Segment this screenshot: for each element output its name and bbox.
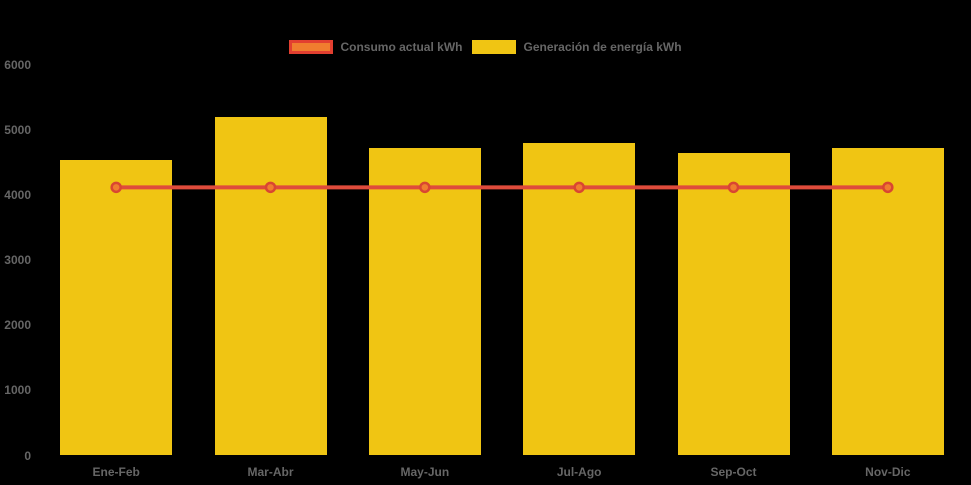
y-axis-tick-label: 5000 bbox=[4, 123, 31, 138]
generation-bar[interactable] bbox=[60, 160, 173, 456]
legend-item-generation[interactable]: Generación de energía kWh bbox=[472, 40, 682, 54]
x-axis-label: Nov-Dic bbox=[865, 465, 911, 479]
legend-label-generation: Generación de energía kWh bbox=[523, 40, 682, 54]
legend-label-consumption: Consumo actual kWh bbox=[340, 40, 463, 54]
line-point-marker[interactable] bbox=[882, 181, 894, 194]
y-axis-tick-label: 4000 bbox=[4, 188, 31, 203]
line-point-marker[interactable] bbox=[727, 181, 740, 194]
line-point-marker[interactable] bbox=[264, 181, 277, 194]
line-point-marker[interactable] bbox=[110, 181, 122, 194]
y-axis-tick-label: 0 bbox=[24, 448, 31, 463]
generation-swatch-icon bbox=[472, 40, 517, 54]
consumption-swatch-icon bbox=[289, 40, 334, 54]
generation-bar[interactable] bbox=[523, 143, 636, 456]
y-axis-tick-label: 6000 bbox=[4, 58, 31, 72]
x-axis-label: Ene-Feb bbox=[92, 465, 140, 479]
chart-legend: Consumo actual kWh Generación de energía… bbox=[0, 40, 971, 54]
line-point-marker[interactable] bbox=[419, 181, 431, 194]
y-axis-tick-label: 2000 bbox=[4, 318, 31, 333]
generation-bar[interactable] bbox=[677, 152, 790, 456]
y-axis-tick-label: 1000 bbox=[4, 383, 31, 398]
generation-bar[interactable] bbox=[214, 117, 327, 456]
y-axis-tick-label: 3000 bbox=[4, 253, 31, 268]
x-axis-label: May-Jun bbox=[400, 465, 450, 479]
x-axis-label: Sep-Oct bbox=[710, 465, 757, 479]
legend-item-consumption[interactable]: Consumo actual kWh bbox=[289, 40, 462, 54]
generation-bar[interactable] bbox=[831, 147, 944, 456]
x-axis-label: Mar-Abr bbox=[247, 465, 294, 479]
line-point-marker[interactable] bbox=[573, 181, 585, 194]
x-axis-label: Jul-Ago bbox=[556, 465, 602, 479]
generation-bar[interactable] bbox=[368, 147, 481, 456]
